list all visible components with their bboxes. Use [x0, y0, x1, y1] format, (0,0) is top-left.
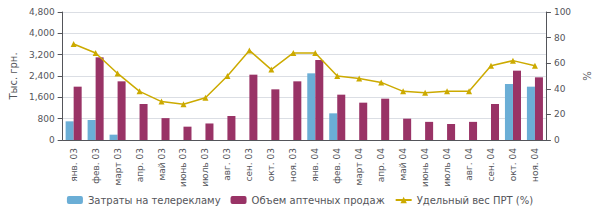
svg-text:4,000: 4,000 [29, 28, 55, 38]
svg-text:1,600: 1,600 [29, 92, 55, 102]
svg-text:Удельный вес ПРТ (%): Удельный вес ПРТ (%) [417, 195, 534, 206]
svg-text:Затраты на телерекламу: Затраты на телерекламу [88, 195, 221, 206]
svg-text:сен. 03: сен. 03 [244, 148, 254, 182]
svg-text:40: 40 [554, 84, 566, 94]
svg-text:окт. 03: окт. 03 [266, 148, 276, 181]
svg-text:июль 03: июль 03 [200, 148, 210, 187]
svg-text:окт. 04: окт. 04 [508, 148, 518, 182]
svg-text:60: 60 [554, 58, 566, 68]
svg-text:Объем аптечных продаж: Объем аптечных продаж [252, 195, 385, 206]
svg-text:май 03: май 03 [157, 148, 167, 180]
svg-text:март 04: март 04 [354, 148, 364, 186]
svg-text:апр. 04: апр. 04 [376, 148, 386, 183]
svg-text:80: 80 [554, 33, 566, 43]
svg-text:фев. 03: фев. 03 [91, 148, 101, 184]
svg-text:0: 0 [49, 135, 55, 145]
svg-text:сен. 04: сен. 04 [486, 148, 496, 182]
svg-text:апр. 03: апр. 03 [135, 148, 145, 182]
svg-text:фев. 04: фев. 04 [332, 148, 342, 184]
svg-text:июль 04: июль 04 [442, 148, 452, 187]
svg-text:2,400: 2,400 [29, 71, 55, 81]
svg-text:май 04: май 04 [398, 148, 408, 181]
svg-text:4,800: 4,800 [29, 7, 55, 17]
svg-text:100: 100 [554, 7, 571, 17]
svg-text:июнь 04: июнь 04 [420, 148, 430, 187]
svg-text:20: 20 [554, 109, 566, 119]
svg-text:авг. 04: авг. 04 [464, 148, 474, 181]
svg-text:800: 800 [37, 114, 54, 124]
svg-text:0: 0 [554, 135, 560, 145]
svg-text:янв. 04: янв. 04 [310, 148, 320, 182]
svg-text:март 03: март 03 [113, 148, 123, 186]
svg-text:ноя. 03: ноя. 03 [288, 148, 298, 182]
svg-text:ноя. 04: ноя. 04 [530, 148, 540, 182]
svg-text:%: % [582, 71, 593, 81]
svg-text:3,200: 3,200 [29, 50, 55, 60]
svg-text:авг. 03: авг. 03 [222, 148, 232, 181]
svg-text:янв. 03: янв. 03 [69, 148, 79, 182]
svg-text:июнь 03: июнь 03 [178, 148, 188, 187]
svg-text:Тыс. грн.: Тыс. грн. [8, 52, 19, 100]
